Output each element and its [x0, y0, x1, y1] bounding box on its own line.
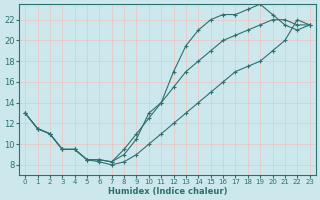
X-axis label: Humidex (Indice chaleur): Humidex (Indice chaleur) — [108, 187, 227, 196]
